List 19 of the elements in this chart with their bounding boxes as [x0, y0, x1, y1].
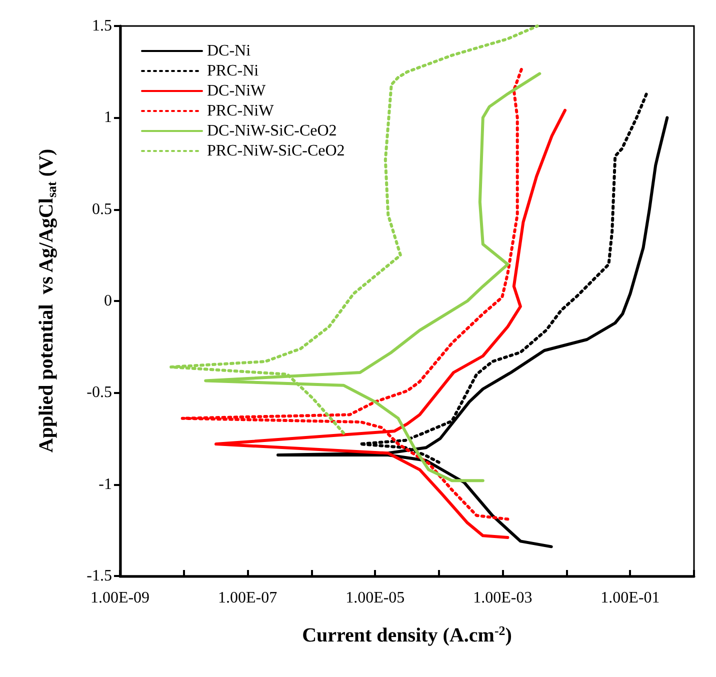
x-tick-label: 1.00E-01	[600, 590, 660, 606]
y-tick-label: -1.5	[86, 568, 112, 584]
legend-label: PRC-NiW-SiC-CeO2	[207, 142, 345, 160]
legend-label: PRC-Ni	[207, 62, 260, 80]
y-tick-label: 1	[104, 109, 112, 126]
y-tick-label: 0	[104, 292, 112, 310]
legend-label: DC-Ni	[207, 42, 252, 60]
y-tick-label: -1	[98, 476, 112, 493]
legend-label: DC-NiW-SiC-CeO2	[207, 122, 337, 140]
x-tick-label: 1.00E-03	[473, 590, 532, 606]
legend-label: DC-NiW	[207, 82, 267, 100]
x-tick-label: 1.00E-07	[218, 590, 278, 606]
x-tick-label: 1.00E-09	[90, 590, 150, 606]
y-tick-label: 1.5	[92, 18, 112, 34]
y-axis-title: Applied potential vs Ag/AgClsat (V)	[36, 148, 59, 453]
y-tick-label: 0.5	[92, 200, 112, 218]
x-tick-label: 1.00E-05	[346, 590, 405, 606]
y-tick-label: -0.5	[86, 384, 112, 402]
legend-label: PRC-NiW	[207, 102, 275, 120]
